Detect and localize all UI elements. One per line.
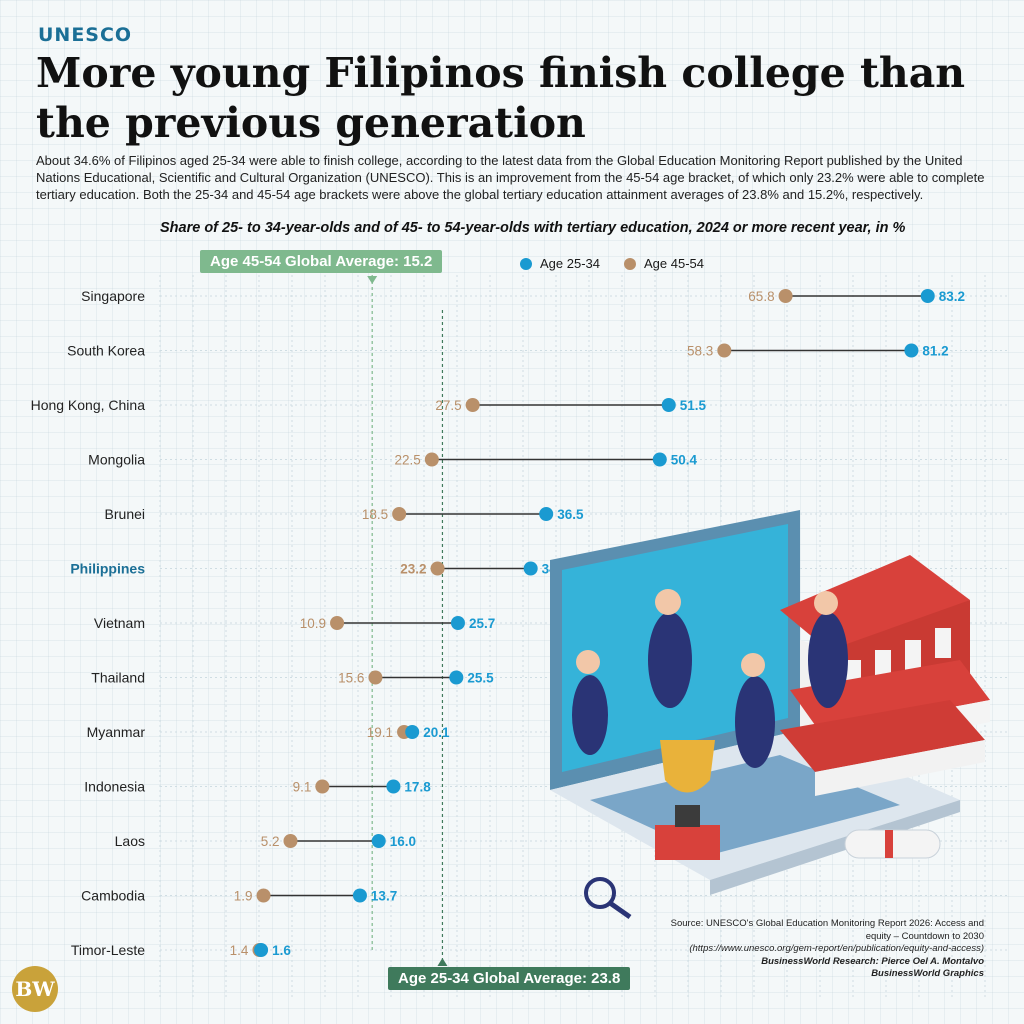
value-label-age-45-54-timor-leste: 1.4	[230, 943, 249, 958]
reference-arrow-age-45-54	[367, 276, 378, 284]
value-label-age-25-34-myanmar: 20.1	[423, 725, 450, 740]
category-label-hong-kong-china: Hong Kong, China	[31, 397, 146, 413]
point-age-45-54-hong-kong-china	[465, 398, 480, 412]
reference-label-age-25-34: Age 25-34 Global Average: 23.8	[388, 967, 631, 990]
value-label-age-45-54-laos: 5.2	[261, 834, 280, 849]
legend-label-age-25-34: Age 25-34	[540, 256, 600, 271]
point-age-25-34-philippines	[523, 561, 538, 576]
value-label-age-45-54-south-korea: 58.3	[687, 344, 713, 359]
point-age-45-54-south-korea	[717, 343, 732, 358]
category-label-philippines: Philippines	[70, 561, 145, 577]
point-age-45-54-mongolia	[424, 452, 439, 467]
point-age-25-34-vietnam	[450, 616, 465, 630]
value-label-age-25-34-hong-kong-china: 51.5	[680, 398, 707, 413]
legend-swatch-age-45-54	[624, 257, 636, 270]
value-label-age-25-34-indonesia: 17.8	[404, 780, 431, 795]
value-label-age-45-54-mongolia: 22.5	[395, 453, 421, 468]
businessworld-logo: BW	[12, 966, 58, 1012]
point-age-45-54-philippines	[430, 561, 445, 576]
value-label-age-25-34-timor-leste: 1.6	[272, 943, 291, 958]
point-age-25-34-thailand	[449, 670, 464, 685]
chart-title: Share of 25- to 34-year-olds and of 45- …	[160, 220, 906, 236]
point-age-45-54-indonesia	[315, 779, 330, 794]
point-age-25-34-timor-leste	[254, 943, 269, 957]
value-label-age-45-54-indonesia: 9.1	[293, 780, 312, 795]
legend-swatch-age-25-34	[520, 257, 532, 270]
value-label-age-45-54-vietnam: 10.9	[300, 616, 326, 631]
category-label-laos: Laos	[115, 833, 145, 849]
legend-item-age-45-54: Age 45-54	[624, 256, 704, 271]
category-label-vietnam: Vietnam	[94, 615, 145, 631]
point-age-45-54-singapore	[778, 289, 793, 303]
point-age-25-34-mongolia	[652, 452, 667, 467]
source-note: Source: UNESCO's Global Education Monito…	[654, 918, 984, 981]
value-label-age-45-54-cambodia: 1.9	[234, 889, 253, 904]
point-age-25-34-brunei	[539, 507, 554, 521]
graphics-credit: BusinessWorld Graphics	[871, 968, 984, 979]
chart-legend: Age 25-34 Age 45-54	[520, 256, 704, 271]
value-label-age-25-34-cambodia: 13.7	[371, 889, 397, 904]
value-label-age-45-54-singapore: 65.8	[748, 289, 774, 304]
category-label-thailand: Thailand	[91, 670, 145, 686]
value-label-age-25-34-thailand: 25.5	[467, 671, 494, 686]
point-age-25-34-cambodia	[352, 888, 367, 903]
books-illustration	[780, 660, 990, 796]
reference-label-age-45-54: Age 45-54 Global Average: 15.2	[200, 250, 443, 273]
point-age-25-34-hong-kong-china	[661, 398, 676, 412]
category-label-cambodia: Cambodia	[81, 888, 145, 904]
point-age-45-54-vietnam	[330, 616, 345, 630]
point-age-25-34-laos	[371, 834, 386, 848]
value-label-age-45-54-myanmar: 19.1	[367, 725, 393, 740]
point-age-25-34-singapore	[920, 289, 935, 303]
point-age-45-54-thailand	[368, 670, 383, 685]
category-label-indonesia: Indonesia	[84, 779, 145, 795]
category-label-brunei: Brunei	[105, 506, 145, 522]
category-label-mongolia: Mongolia	[88, 452, 145, 468]
graduates-illustration	[572, 589, 848, 768]
category-label-south-korea: South Korea	[67, 343, 145, 359]
point-age-45-54-cambodia	[256, 888, 271, 903]
magnifier-illustration	[584, 877, 632, 920]
value-label-age-45-54-thailand: 15.6	[338, 671, 364, 686]
source-text: Source: UNESCO's Global Education Monito…	[670, 918, 984, 942]
value-label-age-25-34-south-korea: 81.2	[922, 344, 948, 359]
reference-arrow-age-25-34	[437, 958, 448, 966]
publisher-label: UNESCO	[38, 24, 133, 46]
value-label-age-45-54-philippines: 23.2	[400, 562, 426, 577]
point-age-45-54-brunei	[392, 507, 407, 521]
value-label-age-25-34-brunei: 36.5	[557, 507, 584, 522]
value-label-age-25-34-laos: 16.0	[390, 834, 416, 849]
category-label-singapore: Singapore	[81, 288, 145, 304]
point-age-45-54-laos	[283, 834, 298, 848]
diploma-illustration	[844, 829, 941, 859]
graduation-illustration	[550, 510, 990, 920]
research-credit: BusinessWorld Research: Pierce Oel A. Mo…	[761, 955, 984, 967]
legend-item-age-25-34: Age 25-34	[520, 256, 600, 271]
category-label-timor-leste: Timor-Leste	[71, 942, 145, 958]
intro-paragraph: About 34.6% of Filipinos aged 25-34 were…	[36, 153, 985, 202]
point-age-25-34-indonesia	[386, 779, 401, 794]
point-age-25-34-south-korea	[904, 343, 919, 358]
value-label-age-45-54-brunei: 18.5	[362, 507, 388, 522]
page-title: More young Filipinos finish college than…	[36, 49, 966, 147]
point-age-25-34-myanmar	[405, 725, 420, 739]
value-label-age-25-34-vietnam: 25.7	[469, 616, 495, 631]
category-label-myanmar: Myanmar	[87, 724, 146, 740]
value-label-age-25-34-mongolia: 50.4	[671, 453, 698, 468]
source-url: (https://www.unesco.org/gem-report/en/pu…	[689, 943, 984, 954]
legend-label-age-45-54: Age 45-54	[644, 256, 704, 271]
trophy-illustration	[655, 740, 720, 860]
value-label-age-45-54-hong-kong-china: 27.5	[435, 398, 461, 413]
value-label-age-25-34-singapore: 83.2	[939, 289, 965, 304]
